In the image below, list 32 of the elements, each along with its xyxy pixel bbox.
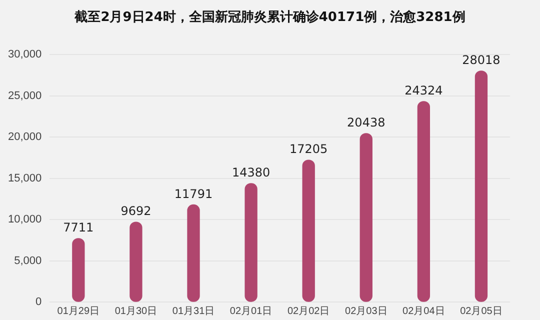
y-tick-label: 20,000 (8, 131, 42, 144)
y-tick-label: 25,000 (8, 90, 42, 102)
data-label: 28018 (462, 53, 500, 68)
bar (360, 133, 372, 302)
chart-title: 截至2月9日24时，全国新冠肺炎累计确诊40171例，治愈3281例 (74, 8, 466, 26)
data-label: 24324 (404, 84, 443, 98)
y-tick-label: 0 (36, 296, 42, 308)
bar (130, 222, 142, 302)
bar (187, 204, 200, 302)
x-tick-label: 02月02日 (287, 306, 330, 317)
data-label: 7711 (63, 220, 94, 235)
x-tick-label: 02月05日 (460, 306, 502, 317)
data-label: 17205 (290, 142, 328, 156)
bar (474, 70, 488, 302)
x-tick-label: 01月30日 (114, 306, 158, 317)
y-tick-label: 5,000 (14, 254, 42, 267)
bar (417, 101, 430, 302)
x-tick-label: 01月31日 (172, 306, 215, 317)
x-tick-label: 02月01日 (230, 306, 272, 317)
y-tick-label: 30,000 (8, 48, 42, 61)
y-tick-label: 10,000 (8, 214, 42, 226)
x-tick-label: 01月29日 (57, 306, 100, 317)
x-tick-label: 02月04日 (402, 306, 445, 317)
data-label: 14380 (232, 166, 270, 180)
bar (302, 160, 315, 302)
bar (72, 238, 85, 302)
data-label: 11791 (174, 186, 213, 201)
x-tick-label: 02月03日 (345, 306, 388, 317)
bar (244, 183, 258, 302)
data-label: 20438 (347, 116, 386, 130)
y-tick-label: 15,000 (8, 172, 42, 184)
data-label: 9692 (120, 204, 152, 218)
